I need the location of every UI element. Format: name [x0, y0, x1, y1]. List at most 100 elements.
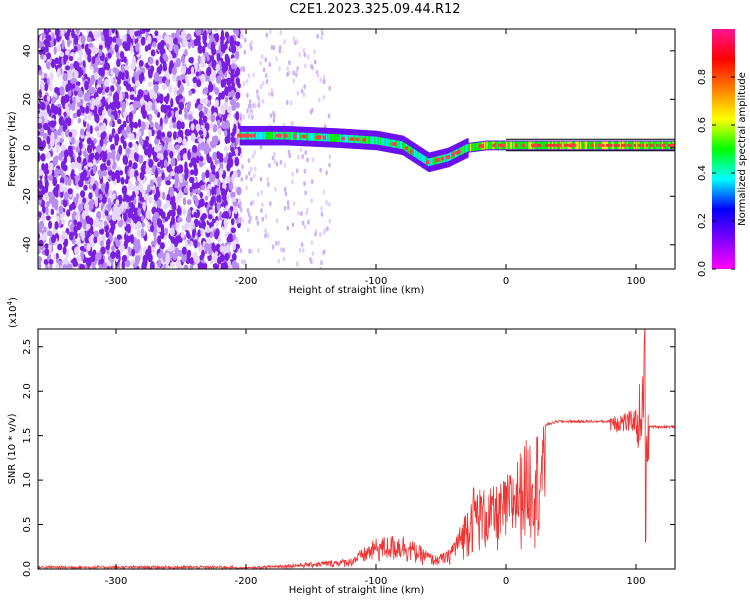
noise-dot: [134, 80, 141, 87]
noise-dot: [190, 66, 195, 75]
ridge-core: [340, 134, 343, 143]
ridge-peak: [630, 143, 633, 147]
ridge-core: [326, 133, 329, 142]
faint-dot: [328, 162, 331, 168]
faint-dot: [291, 121, 294, 127]
ridge-core: [416, 150, 419, 159]
noise-dot: [98, 44, 103, 51]
noise-dot: [206, 156, 212, 164]
noise-dot: [43, 72, 48, 79]
noise-dot: [54, 167, 59, 178]
heatmap-marks: [38, 29, 675, 269]
faint-dot: [270, 87, 274, 93]
noise-dot: [108, 135, 113, 143]
noise-dot: [157, 252, 163, 259]
ridge-core: [465, 144, 468, 153]
noise-dot: [182, 137, 187, 147]
ridge-core: [450, 152, 453, 161]
noise-dot: [183, 180, 189, 187]
noise-dot: [134, 223, 139, 231]
ridge-peak: [537, 143, 540, 147]
faint-dot: [301, 220, 305, 226]
ridge-peak: [623, 143, 626, 147]
faint-dot: [253, 173, 256, 179]
noise-dot: [38, 260, 42, 269]
noise-dot: [38, 130, 41, 137]
faint-dot: [319, 167, 322, 173]
colorbar-label: Normalized spectral amplitude: [737, 72, 748, 226]
faint-dot: [250, 111, 254, 117]
ridge-peak: [565, 143, 568, 147]
noise-dot: [231, 174, 235, 183]
faint-dot: [242, 80, 246, 86]
noise-dot: [88, 83, 92, 92]
noise-dot: [106, 159, 111, 167]
noise-dot: [200, 55, 206, 65]
ridge-core: [330, 133, 333, 142]
faint-dot: [319, 266, 323, 269]
noise-dot: [170, 215, 176, 225]
noise-dot: [216, 119, 221, 127]
noise-dot: [112, 93, 117, 103]
noise-dot: [123, 201, 128, 210]
noise-dot: [60, 150, 65, 158]
ridge-core: [491, 141, 494, 150]
noise-dot: [120, 203, 124, 212]
noise-dot: [45, 124, 49, 131]
noise-dot: [143, 89, 149, 96]
noise-dot: [56, 68, 61, 79]
noise-dot: [183, 186, 188, 194]
faint-dot: [241, 65, 245, 71]
noise-dot: [150, 224, 155, 233]
faint-dot: [288, 60, 291, 66]
noise-dot: [70, 78, 76, 84]
noise-dot: [226, 107, 232, 114]
ridge-peak: [620, 143, 623, 147]
noise-dot: [223, 218, 229, 228]
faint-dot: [249, 45, 253, 51]
ridge-peak: [609, 143, 612, 147]
noise-dot: [76, 109, 82, 117]
faint-dot: [311, 157, 315, 163]
noise-dot: [48, 230, 53, 237]
noise-dot: [71, 101, 76, 112]
noise-dot: [38, 103, 41, 110]
noise-dot: [213, 29, 219, 33]
ridge-core: [508, 141, 511, 150]
noise-dot: [87, 29, 93, 32]
noise-dot: [133, 71, 137, 78]
ridge-peak: [553, 143, 556, 147]
ridge-core: [640, 141, 643, 150]
top-y-tick-label: 40: [22, 44, 33, 57]
noise-dot: [159, 117, 163, 127]
ridge-core: [289, 132, 292, 140]
faint-dot: [300, 242, 304, 248]
ridge-core: [300, 132, 303, 141]
noise-dot: [173, 62, 178, 69]
faint-dot: [250, 40, 253, 46]
ridge-core: [258, 131, 261, 140]
noise-dot: [195, 71, 200, 77]
ridge-core: [402, 141, 405, 150]
noise-dot: [194, 61, 198, 71]
noise-dot: [45, 264, 49, 269]
faint-dot: [328, 202, 331, 208]
noise-dot: [40, 102, 46, 111]
faint-dot: [278, 66, 281, 72]
noise-dot: [83, 203, 90, 210]
noise-dot: [154, 109, 159, 115]
noise-dot: [157, 235, 162, 245]
noise-dot: [98, 228, 105, 235]
noise-dot: [100, 246, 106, 255]
noise-dot: [200, 73, 206, 83]
noise-dot: [66, 38, 71, 48]
noise-dot: [47, 174, 53, 181]
faint-dot: [240, 259, 244, 265]
noise-dot: [193, 211, 198, 218]
noise-dot: [89, 198, 95, 206]
noise-dot: [78, 179, 84, 188]
ridge-core: [579, 141, 582, 150]
faint-dot: [246, 108, 249, 114]
noise-dot: [140, 228, 145, 238]
noise-dot: [40, 213, 46, 222]
